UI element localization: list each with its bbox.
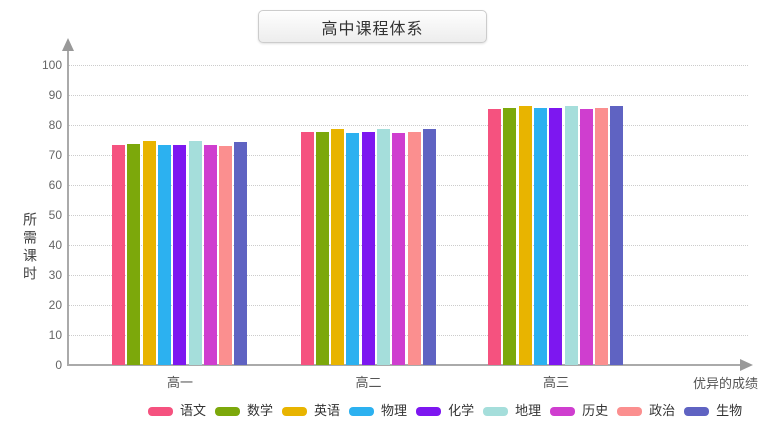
bar-语文-高三[interactable] [488, 109, 501, 365]
bar-历史-高三[interactable] [579, 109, 593, 365]
legend-swatch-icon [684, 406, 710, 416]
bar-物理-高二[interactable] [346, 133, 360, 365]
legend-item-3[interactable]: 物理 [349, 403, 407, 419]
y-tick-label-40: 40 [48, 238, 62, 252]
legend-swatch-icon [550, 406, 576, 416]
legend-swatch-icon [416, 406, 442, 416]
legend-item-0[interactable]: 语文 [148, 403, 206, 419]
x-category-label-高二: 高二 [355, 375, 382, 390]
gridline-80 [69, 125, 748, 126]
legend-item-8[interactable]: 生物 [684, 403, 742, 419]
bar-语文-高一[interactable] [112, 145, 125, 365]
bar-生物-高一[interactable] [234, 142, 248, 365]
legend-swatch-icon [215, 406, 241, 416]
bar-英语-高三[interactable] [518, 106, 532, 365]
y-tick-label-90: 90 [48, 88, 62, 102]
x-axis-line [67, 364, 742, 366]
bar-数学-高一[interactable] [127, 144, 141, 365]
bar-化学-高一[interactable] [173, 145, 187, 365]
bar-语文-高二[interactable] [300, 132, 314, 365]
legend-label: 生物 [716, 403, 743, 418]
legend-item-6[interactable]: 历史 [550, 403, 608, 419]
bar-生物-高三[interactable] [610, 106, 624, 365]
y-tick-label-50: 50 [48, 208, 62, 222]
y-tick-label-30: 30 [48, 268, 62, 282]
legend-label: 化学 [448, 403, 475, 418]
bar-数学-高三[interactable] [503, 108, 517, 365]
bar-地理-高一[interactable] [188, 141, 202, 365]
y-axis-title: 所需课时 [22, 212, 38, 284]
bar-英语-高一[interactable] [142, 141, 156, 365]
bar-物理-高三[interactable] [533, 108, 547, 365]
bar-历史-高二[interactable] [392, 133, 406, 365]
chart-title-box: 高中课程体系 [258, 10, 487, 43]
legend-label: 地理 [515, 403, 542, 418]
bar-物理-高一[interactable] [157, 145, 171, 365]
y-tick-label-100: 100 [41, 58, 62, 72]
bar-化学-高三[interactable] [549, 108, 563, 365]
bar-生物-高二[interactable] [422, 129, 436, 365]
chart-title: 高中课程体系 [321, 20, 424, 38]
x-axis-title: 优异的成绩 [692, 376, 758, 391]
bar-英语-高二[interactable] [331, 129, 345, 365]
legend-item-1[interactable]: 数学 [215, 403, 273, 419]
y-tick-label-10: 10 [48, 328, 62, 342]
legend-label: 语文 [180, 403, 207, 418]
y-tick-label-20: 20 [48, 298, 62, 312]
bar-政治-高一[interactable] [219, 146, 233, 365]
legend-item-2[interactable]: 英语 [282, 403, 340, 419]
bar-化学-高二[interactable] [361, 132, 375, 365]
y-axis-arrow-icon [62, 38, 74, 51]
legend-swatch-icon [349, 406, 375, 416]
x-category-label-高三: 高三 [542, 375, 569, 390]
legend-item-7[interactable]: 政治 [617, 403, 675, 419]
legend-label: 英语 [314, 403, 341, 418]
legend-swatch-icon [483, 406, 509, 416]
gridline-100 [69, 65, 748, 66]
legend-swatch-icon [282, 406, 308, 416]
legend-label: 物理 [381, 403, 408, 418]
legend-item-5[interactable]: 地理 [483, 403, 541, 419]
legend-label: 历史 [582, 403, 609, 418]
bar-政治-高三[interactable] [595, 108, 609, 365]
bar-数学-高二[interactable] [315, 132, 329, 365]
bar-政治-高二[interactable] [407, 132, 421, 365]
legend-label: 数学 [247, 403, 274, 418]
y-tick-label-70: 70 [48, 148, 62, 162]
legend-swatch-icon [148, 406, 173, 416]
legend-swatch-icon [617, 406, 643, 416]
legend: 语文 数学 英语 物理 化学 地理 历史 政治 生物 [148, 403, 751, 419]
legend-item-4[interactable]: 化学 [416, 403, 474, 419]
bar-历史-高一[interactable] [203, 145, 217, 365]
x-category-label-高一: 高一 [166, 375, 193, 390]
y-axis-line [67, 50, 69, 365]
y-tick-label-60: 60 [48, 178, 62, 192]
bar-地理-高二[interactable] [377, 129, 390, 365]
y-tick-label-80: 80 [48, 118, 62, 132]
gridline-90 [69, 95, 748, 96]
legend-label: 政治 [649, 403, 676, 418]
y-tick-label-0: 0 [55, 358, 62, 372]
bar-地理-高三[interactable] [564, 106, 578, 365]
x-axis-arrow-icon [740, 359, 753, 371]
